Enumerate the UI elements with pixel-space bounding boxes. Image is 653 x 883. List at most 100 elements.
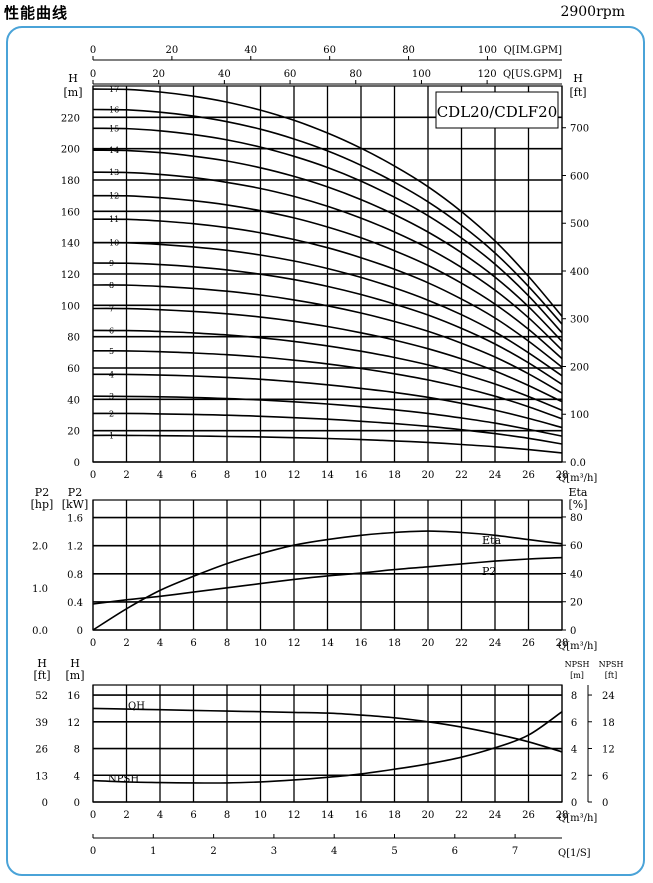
- us-gpm-tick-label: 100: [412, 69, 431, 80]
- ls-tick: 1: [150, 846, 156, 857]
- p2-hp-label-name: P2: [35, 486, 49, 499]
- p2-kw-tick: 1.6: [67, 514, 83, 525]
- hq-curve-label: 15: [109, 124, 119, 133]
- eta-tick: 60: [570, 541, 583, 552]
- npsh-x-tick: 26: [522, 810, 535, 821]
- npsh-x-tick: 20: [422, 810, 435, 821]
- npsh-x-tick: 28: [556, 810, 569, 821]
- npsh-h-m-tick: 4: [74, 771, 80, 782]
- npsh-h-ft-label-name: H: [37, 657, 47, 670]
- hq-ylabel-right-name: H: [573, 72, 583, 85]
- hq-x-tick: 4: [157, 470, 163, 481]
- hq-curve-label: 17: [109, 85, 119, 94]
- p2-x-tick: 16: [355, 638, 368, 649]
- hq-curve-label: 7: [109, 304, 114, 313]
- hq-x-tick: 24: [489, 470, 502, 481]
- npsh-ft-tick: 18: [602, 718, 615, 729]
- hq-curve-label: 9: [109, 259, 114, 268]
- hq-y-tick-right: 500: [570, 219, 589, 230]
- hq-x-tick: 2: [123, 470, 129, 481]
- us-gpm-tick-label: 60: [284, 69, 297, 80]
- npsh-x-tick: 2: [123, 810, 129, 821]
- hq-curve-2: [93, 412, 563, 445]
- qh-curve: [92, 707, 563, 753]
- p2-kw-label-unit: [kW]: [62, 498, 89, 511]
- p2-x-tick: 12: [288, 638, 301, 649]
- hq-curve-1: [92, 434, 563, 454]
- hq-y-tick-right: 0.0: [570, 458, 586, 469]
- npsh-m-tick: 4: [571, 745, 577, 756]
- npsh-m-label-unit: [m]: [570, 671, 584, 680]
- hq-y-tick-right: 100: [570, 410, 589, 421]
- us-gpm-tick-label: 80: [349, 69, 362, 80]
- hq-curve-label: 4: [109, 370, 114, 379]
- hq-x-tick: 18: [388, 470, 401, 481]
- npsh-x-label: Q[m³/h]: [558, 813, 597, 824]
- eta-tick: 0: [570, 626, 576, 637]
- npsh-h-m-tick: 0: [74, 798, 80, 809]
- p2-kw-tick: 0.4: [67, 598, 83, 609]
- p2-x-tick: 26: [522, 638, 535, 649]
- npsh-x-tick: 18: [388, 810, 401, 821]
- hq-y-tick-left: 100: [61, 301, 80, 312]
- hq-x-tick: 0: [90, 470, 96, 481]
- hq-x-label: Q[m³/h]: [558, 473, 597, 484]
- p2-kw-label-name: P2: [68, 486, 82, 499]
- npsh-ft-tick: 0: [602, 798, 608, 809]
- p2-hp-label-unit: [hp]: [31, 498, 54, 511]
- model-label: CDL20/CDLF20: [437, 103, 558, 121]
- hq-y-tick-left: 220: [61, 113, 80, 124]
- hq-curve-16: [92, 108, 563, 325]
- ls-tick: 6: [452, 846, 458, 857]
- npsh-h-ft-label-unit: [ft]: [33, 669, 50, 682]
- npsh-h-m-label-name: H: [70, 657, 80, 670]
- hq-y-tick-left: 180: [61, 176, 80, 187]
- p2-x-tick: 20: [422, 638, 435, 649]
- p2-x-tick: 6: [190, 638, 196, 649]
- hq-curve-label: 13: [109, 168, 119, 177]
- hq-curve-10: [92, 241, 563, 377]
- hq-curve-4: [92, 373, 563, 429]
- npsh-m-tick: 0: [571, 798, 577, 809]
- npsh-h-ft-tick: 0: [42, 798, 48, 809]
- hq-curve-9: [92, 262, 563, 386]
- npsh-m-tick: 2: [571, 771, 577, 782]
- hq-x-tick: 12: [288, 470, 301, 481]
- npsh-h-ft-tick: 13: [35, 771, 48, 782]
- npsh-h-ft-tick: 52: [35, 691, 48, 702]
- p2-kw-tick: 0: [77, 626, 83, 637]
- npsh-h-m-tick: 16: [67, 691, 80, 702]
- p2-x-tick: 2: [123, 638, 129, 649]
- ls-tick: 5: [391, 846, 397, 857]
- p2-hp-tick: 1.0: [32, 584, 48, 595]
- npsh-x-tick: 12: [288, 810, 301, 821]
- qh-series-label: QH: [128, 701, 145, 712]
- us-gpm-tick-label: 120: [478, 69, 497, 80]
- p2-x-tick: 4: [157, 638, 163, 649]
- ls-tick: 2: [210, 846, 216, 857]
- hq-x-tick: 16: [355, 470, 368, 481]
- hq-y-tick-left: 140: [61, 239, 80, 250]
- page-title: 性能曲线: [4, 4, 69, 22]
- npsh-ft-label-unit: [ft]: [605, 671, 617, 680]
- hq-y-tick-left: 120: [61, 270, 80, 281]
- npsh-x-tick: 0: [90, 810, 96, 821]
- hq-x-tick: 6: [190, 470, 196, 481]
- eta-tick: 80: [570, 513, 583, 524]
- p2-curve: [92, 556, 563, 605]
- hq-x-tick: 8: [224, 470, 230, 481]
- p2-x-tick: 28: [556, 638, 569, 649]
- hq-curve-7: [92, 307, 563, 403]
- hq-curve-17: [92, 88, 563, 317]
- p2-x-tick: 24: [489, 638, 502, 649]
- eta-label-unit: [%]: [568, 498, 587, 511]
- us-gpm-tick-label: 0: [90, 69, 96, 80]
- npsh-x-tick: 10: [254, 810, 267, 821]
- hq-curve-label: 8: [109, 281, 114, 290]
- hq-y-tick-right: 300: [570, 315, 589, 326]
- npsh-h-m-tick: 12: [67, 718, 80, 729]
- npsh-h-ft-tick: 26: [35, 745, 48, 756]
- hq-ylabel-left-unit: [m]: [63, 86, 82, 99]
- hq-x-tick: 10: [254, 470, 267, 481]
